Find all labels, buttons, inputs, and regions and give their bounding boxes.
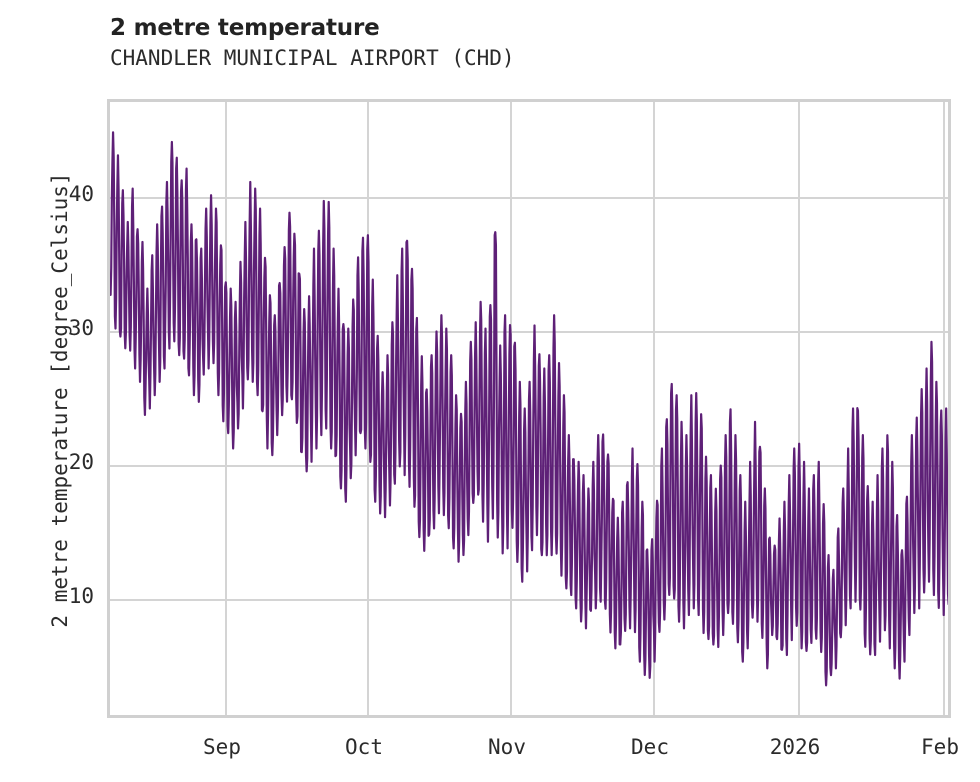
gridline-y-40	[110, 197, 948, 199]
temperature-series	[110, 102, 948, 715]
chart-header: 2 metre temperature CHANDLER MUNICIPAL A…	[110, 14, 950, 72]
gridline-y-10	[110, 599, 948, 601]
x-tick-feb: Feb	[921, 735, 959, 759]
y-tick-40: 40	[68, 182, 94, 206]
gridline-x-sep	[225, 102, 227, 715]
x-tick-oct: Oct	[345, 735, 383, 759]
y-tick-30: 30	[68, 316, 94, 340]
gridline-y-30	[110, 331, 948, 333]
plot-area	[107, 99, 951, 718]
x-tick-sep: Sep	[203, 735, 241, 759]
gridline-x-oct	[367, 102, 369, 715]
plot-inner	[110, 102, 948, 715]
x-tick-nov: Nov	[488, 735, 526, 759]
gridline-x-feb	[943, 102, 945, 715]
x-tick-2026: 2026	[769, 735, 821, 759]
y-axis-tick-labels: 10 20 30 40	[20, 0, 94, 782]
y-tick-10: 10	[68, 584, 94, 608]
x-tick-dec: Dec	[631, 735, 669, 759]
chart-subtitle: CHANDLER MUNICIPAL AIRPORT (CHD)	[110, 46, 515, 70]
gridline-x-2026	[798, 102, 800, 715]
y-tick-20: 20	[68, 450, 94, 474]
gridline-x-dec	[653, 102, 655, 715]
page-title: 2 metre temperature	[110, 15, 380, 41]
